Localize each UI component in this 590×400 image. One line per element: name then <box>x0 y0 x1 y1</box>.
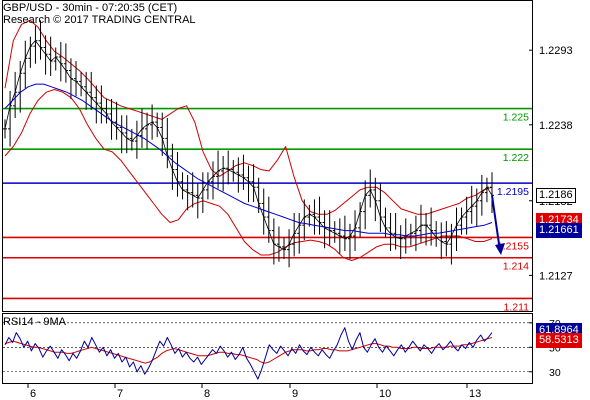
forecast-arrow <box>491 195 501 252</box>
forecast-arrow-head <box>495 242 505 255</box>
rsi-ma-line <box>4 337 493 364</box>
rsi-title: RSI14 - 9MA <box>3 316 66 328</box>
rsi-line <box>4 327 493 380</box>
level-label: 1.225 <box>503 112 529 124</box>
x-tick-label: 6 <box>30 388 36 400</box>
bollinger-lower <box>4 89 493 261</box>
rsi-panel: 705030 <box>2 313 561 384</box>
level-label: 1.222 <box>503 152 529 164</box>
price-box: 58.5313 <box>536 332 582 348</box>
rsi-y-tick-label: 30 <box>549 367 561 379</box>
price-y-tick-label: 1.2127 <box>539 270 573 282</box>
x-tick-label: 8 <box>204 388 210 400</box>
price-box: 1.21661 <box>536 223 582 239</box>
price-y-tick-label: 1.2238 <box>539 120 573 132</box>
x-tick-label: 10 <box>379 388 391 400</box>
price-panel-frame <box>2 0 533 312</box>
chart-title: GBP/USD - 30min - 07:20:35 (CET) <box>3 2 178 14</box>
price-panel: 1.22931.22381.21821.21271.2251.2221.2195… <box>2 0 573 313</box>
level-label: 1.211 <box>504 301 530 313</box>
x-tick-label: 13 <box>469 388 481 400</box>
level-label: 1.2155 <box>497 240 529 252</box>
chart-subtitle: Research © 2017 TRADING CENTRAL <box>3 14 196 26</box>
price-box: 1.2186 <box>536 188 576 204</box>
rsi-panel-frame <box>2 313 533 384</box>
price-y-tick-label: 1.2293 <box>539 45 573 57</box>
price-close-line <box>4 40 493 251</box>
rsi-y-tick-label: 50 <box>549 342 561 354</box>
level-label: 1.2195 <box>497 186 529 198</box>
x-tick-label: 7 <box>117 388 123 400</box>
x-tick-label: 9 <box>292 388 298 400</box>
moving-average <box>4 83 493 237</box>
level-label: 1.214 <box>503 261 529 273</box>
